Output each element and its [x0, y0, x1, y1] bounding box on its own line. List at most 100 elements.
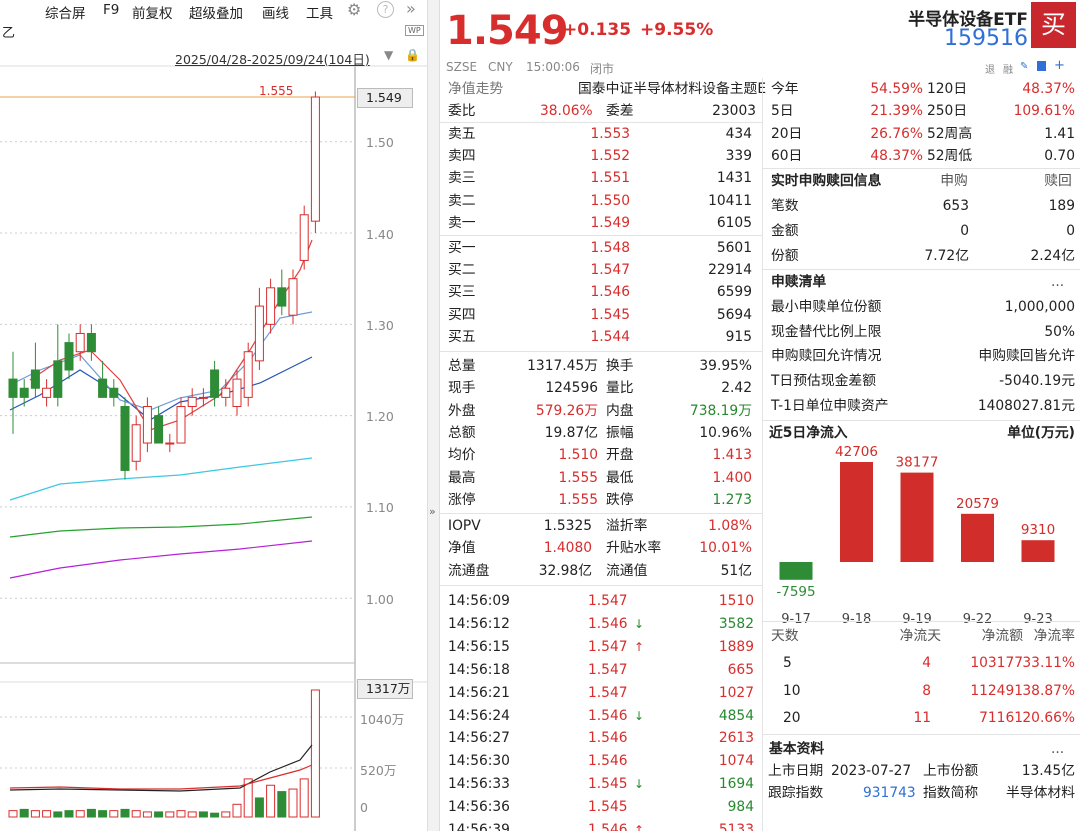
- volume-bar: [131, 810, 141, 818]
- abbr-label: 指数简称: [923, 784, 979, 801]
- collapse-icon[interactable]: »: [429, 505, 436, 518]
- candle-body: [221, 387, 231, 398]
- bookmark-icon[interactable]: [1037, 61, 1046, 71]
- stat-value: 2.42: [721, 380, 752, 397]
- toolbar-item-f9[interactable]: F9: [103, 2, 120, 18]
- more-icon[interactable]: ...: [1051, 274, 1065, 291]
- bid-price: 1.544: [590, 328, 631, 345]
- tick-price: 1.547: [588, 684, 628, 701]
- exchange: SZSE: [446, 60, 478, 74]
- candle-body: [187, 396, 197, 408]
- ma-line: [9, 457, 313, 501]
- stat-value: 1.555: [558, 491, 599, 508]
- gear-icon[interactable]: ⚙: [347, 0, 362, 19]
- candle-body: [8, 378, 18, 398]
- stat-value: 1.400: [712, 469, 753, 486]
- perf-label: 52周低: [927, 147, 973, 164]
- pcf-title: 申赎清单: [771, 274, 827, 291]
- tick-time: 14:56:09: [448, 593, 510, 609]
- index-name: 国泰中证半导体材料设备主题E: [578, 81, 767, 97]
- creation-redeem: 0: [1066, 223, 1075, 240]
- buy-button[interactable]: 买: [1031, 2, 1076, 48]
- tool-margin[interactable]: 融: [1003, 65, 1013, 76]
- kline-panel[interactable]: 乙 综合屏 F9 前复权 超级叠加 画线 工具 ⚙ ? » WP 2025/04…: [0, 0, 428, 831]
- net-inflow-chart: -7595 9-17 42706 9-18 38177 9-19 20579 9-22 9310…: [776, 444, 1055, 627]
- row-divider: [763, 168, 1080, 170]
- ask-label: 卖二: [448, 192, 476, 209]
- ask-label: 卖五: [448, 126, 476, 142]
- tick-volume: 2613: [718, 730, 754, 747]
- tick-time: 14:56:33: [448, 776, 510, 793]
- tick-row: 14:56:30 1.546 1074: [440, 750, 762, 772]
- tool-return[interactable]: 退: [985, 65, 995, 76]
- perf-label: 今年: [771, 81, 799, 97]
- perf-value: 1.41: [1044, 125, 1075, 142]
- stat-label: 涨停: [448, 491, 476, 508]
- left-char: 乙: [2, 26, 16, 41]
- more-icon[interactable]: ...: [1051, 740, 1065, 757]
- price-axis-label: 1.00: [366, 592, 394, 607]
- tick-volume: 5133: [718, 822, 754, 831]
- price-axis-label: 1.30: [366, 318, 394, 333]
- row-divider: [440, 235, 762, 236]
- stat-label: 外盘: [448, 402, 476, 419]
- tick-time: 14:56:15: [448, 638, 510, 655]
- tick-row: 14:56:24 1.546 ↓ 4854: [440, 705, 762, 727]
- ask-price: 1.552: [590, 148, 631, 165]
- arrow-down-icon: ↓: [634, 777, 645, 792]
- lock-icon[interactable]: 🔒: [405, 48, 420, 62]
- candle-body: [53, 360, 63, 398]
- pcf-label: 现金替代比例上限: [771, 323, 882, 340]
- tick-price: 1.546: [588, 822, 628, 831]
- volume-bar: [254, 797, 264, 818]
- date-range[interactable]: 2025/04/28-2025/09/24(104日): [175, 52, 370, 67]
- iopv-value: 1.4080: [543, 540, 592, 557]
- volume-bar: [98, 810, 108, 818]
- ask-label: 卖三: [448, 170, 476, 187]
- stat-value: 10.96%: [699, 424, 752, 441]
- volume-bar: [120, 808, 130, 818]
- kline-chart[interactable]: [0, 0, 428, 831]
- currency: CNY: [488, 60, 513, 74]
- toolbar-item-tools[interactable]: 工具: [306, 6, 333, 22]
- stat-value: 124596: [545, 380, 598, 397]
- toolbar-item-fuquan[interactable]: 前复权: [132, 6, 173, 22]
- creation-title: 实时申购赎回信息: [771, 173, 882, 190]
- add-icon[interactable]: +: [1054, 58, 1065, 73]
- collapse-bar[interactable]: »: [428, 0, 440, 831]
- volume-bar: [299, 778, 309, 818]
- tick-row: 14:56:39 1.546 ↑ 5133: [440, 819, 762, 831]
- row-divider: [440, 585, 762, 586]
- creation-buy: 0: [960, 223, 969, 240]
- flow-net-days: 11: [913, 710, 931, 727]
- toolbar-item-zonghe[interactable]: 综合屏: [45, 6, 86, 22]
- trend-label[interactable]: 净值走势: [448, 81, 504, 97]
- candle-body: [142, 406, 152, 444]
- tick-price: 1.547: [588, 638, 628, 655]
- stat-label: 现手: [448, 380, 476, 397]
- track-code[interactable]: 931743: [863, 784, 916, 801]
- wb-label: 委比: [448, 103, 476, 119]
- toolbar-item-draw[interactable]: 画线: [262, 6, 289, 22]
- volume-bar: [53, 811, 63, 818]
- abbr-value: 半导体材料: [1006, 784, 1075, 801]
- row-divider: [440, 513, 762, 515]
- stat-value: 39.95%: [699, 358, 752, 374]
- security-name: 半导体设备ETF: [908, 10, 1028, 30]
- help-icon[interactable]: ?: [377, 1, 394, 18]
- expand-icon[interactable]: »: [406, 0, 416, 18]
- bid-price: 1.546: [590, 284, 631, 301]
- wp-badge: WP: [405, 25, 424, 36]
- vol-ma-line: [9, 744, 313, 792]
- candle-body: [299, 214, 309, 261]
- stat-label: 换手: [606, 358, 634, 374]
- price-axis-label: 1.10: [366, 500, 394, 515]
- basic-title: 基本资料: [769, 740, 825, 757]
- stat-value: 1.510: [558, 447, 599, 464]
- pcf-value: 1408027.81元: [977, 397, 1075, 414]
- toolbar-item-overlay[interactable]: 超级叠加: [189, 6, 243, 22]
- tick-price: 1.547: [588, 593, 628, 609]
- edit-icon[interactable]: ✎: [1020, 61, 1029, 72]
- dropdown-icon[interactable]: ▼: [384, 48, 394, 62]
- candle-body: [288, 278, 298, 316]
